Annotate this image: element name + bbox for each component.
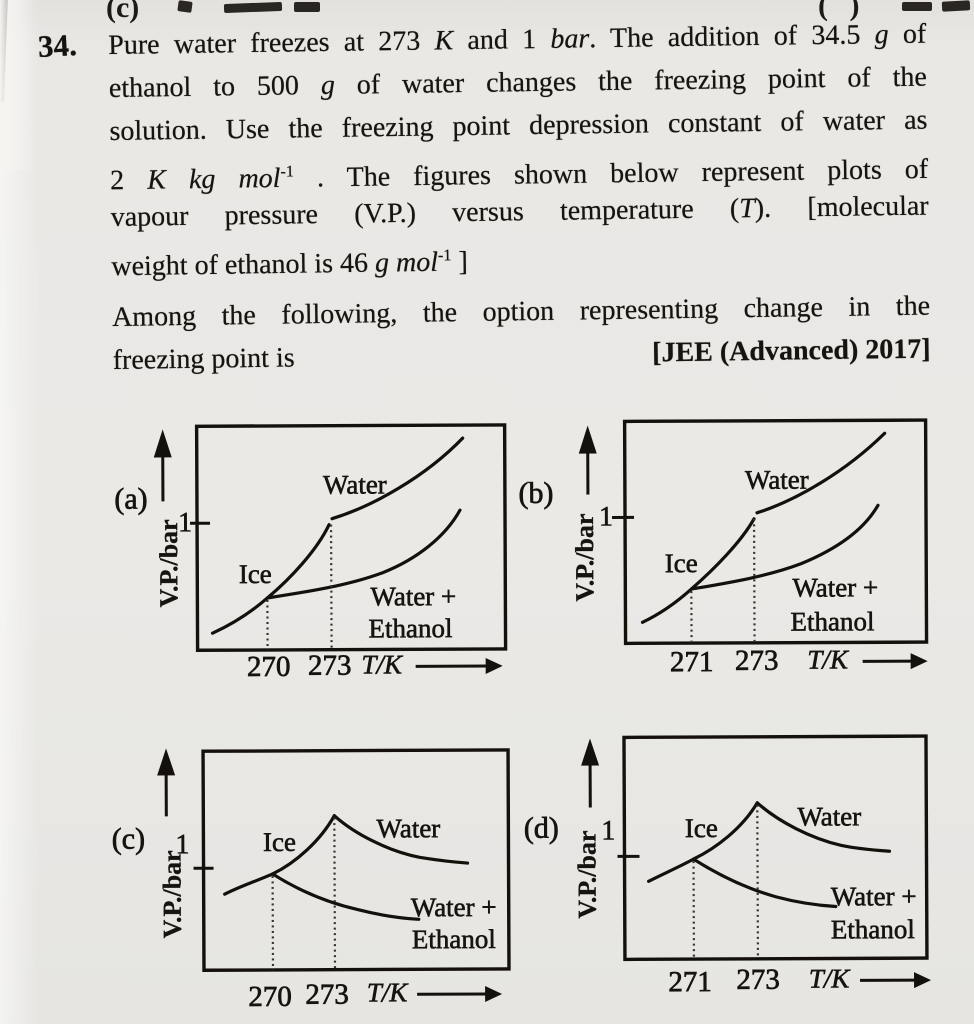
- y-axis-arrowhead-icon: [581, 738, 600, 766]
- water-ethanol-label-line2: Ethanol: [831, 914, 915, 944]
- y-tick-label: 1: [601, 815, 615, 846]
- water-ethanol-label-line2: Ethanol: [368, 613, 452, 643]
- x-tick-label: 271: [670, 646, 714, 678]
- previous-option-label: (c): [106, 0, 140, 24]
- water-curve: [330, 436, 465, 521]
- water-curve: [755, 801, 892, 853]
- option-label: (b): [518, 477, 553, 510]
- x-axis-arrowhead-icon: [485, 658, 503, 675]
- plot-box: [194, 423, 508, 652]
- freezing-point-dotted-line: [333, 817, 337, 970]
- ice-label: Ice: [685, 813, 718, 843]
- figure-a-plot: (a) V.P./bar 1 Water Ice Water + Ethanol…: [114, 423, 508, 683]
- x-axis-label: T/K: [367, 977, 410, 1007]
- ice-label: Ice: [239, 559, 272, 589]
- x-tick-label: 271: [668, 966, 712, 998]
- figure-d-plot: (d) V.P./bar 1 Ice Water Water + Ethanol…: [523, 734, 932, 999]
- plot-box: [622, 418, 929, 646]
- water-curve: [755, 431, 887, 515]
- water-ethanol-label-line1: Water +: [411, 892, 497, 922]
- water-ethanol-label-line2: Ethanol: [790, 606, 874, 636]
- x-axis-arrowhead-icon: [910, 653, 928, 670]
- x-tick-label: 273: [305, 979, 349, 1011]
- water-label: Water: [745, 465, 809, 495]
- previous-option-label: ( ): [818, 0, 860, 22]
- freezing-point-dotted-line: [752, 518, 756, 643]
- y-tick-label: 1: [599, 501, 613, 532]
- figure-b-plot: (b) V.P./bar 1 Water Ice Water + Ethanol…: [518, 418, 929, 679]
- x-tick-label: 273: [735, 645, 779, 677]
- y-tick-label: 1: [178, 507, 192, 538]
- water-ethanol-curve: [265, 508, 462, 600]
- y-axis-arrowhead-icon: [153, 429, 172, 458]
- y-axis-label: V.P./bar: [157, 850, 186, 938]
- plot-box: [622, 734, 929, 962]
- ice-curve: [640, 517, 756, 624]
- x-tick-label: 270: [248, 981, 292, 1013]
- water-ethanol-curve: [689, 503, 880, 591]
- water-ethanol-label-line1: Water +: [831, 881, 917, 911]
- option-label: (a): [114, 482, 147, 515]
- water-ethanol-curve: [691, 857, 838, 909]
- scan-artifact: [902, 2, 932, 11]
- water-label: Water: [376, 813, 440, 843]
- y-tick-label: 1: [175, 829, 189, 860]
- x-axis-label: T/K: [361, 649, 404, 679]
- water-ethanol-label-line1: Water +: [370, 581, 456, 611]
- y-axis-arrowhead-icon: [578, 425, 597, 454]
- scan-margin-highlight: [0, 0, 34, 170]
- x-tick-label: 273: [736, 964, 780, 996]
- freezing-point-dotted-line: [329, 524, 333, 650]
- plot-box: [201, 748, 511, 972]
- water-ethanol-label-line2: Ethanol: [412, 924, 496, 954]
- x-axis-arrowhead-icon: [485, 986, 503, 1003]
- water-label: Water: [797, 801, 861, 831]
- water-curve: [332, 814, 470, 865]
- figure-c-plot: (c) V.P./bar 1 Ice Water Water + Ethanol…: [111, 748, 511, 1013]
- y-axis-arrowhead-icon: [157, 748, 176, 776]
- y-axis-label: V.P./bar: [570, 513, 599, 601]
- water-label: Water: [323, 469, 387, 499]
- y-axis-label: V.P./bar: [154, 519, 183, 607]
- water-ethanol-label-line1: Water +: [792, 572, 878, 602]
- y-axis-label: V.P./bar: [572, 830, 601, 918]
- x-tick-label: 273: [308, 650, 352, 682]
- scan-artifact: [294, 2, 320, 12]
- water-ethanol-curve: [270, 872, 421, 921]
- ice-label: Ice: [665, 548, 698, 578]
- ice-label: Ice: [263, 827, 296, 857]
- x-tick-label: 270: [247, 651, 291, 683]
- x-axis-label: T/K: [809, 963, 852, 993]
- option-label: (d): [524, 812, 559, 845]
- freezing-point-dotted-line: [756, 804, 760, 959]
- x-axis-label: T/K: [807, 644, 850, 674]
- x-axis-arrowhead-icon: [914, 972, 932, 989]
- option-label: (c): [112, 822, 145, 855]
